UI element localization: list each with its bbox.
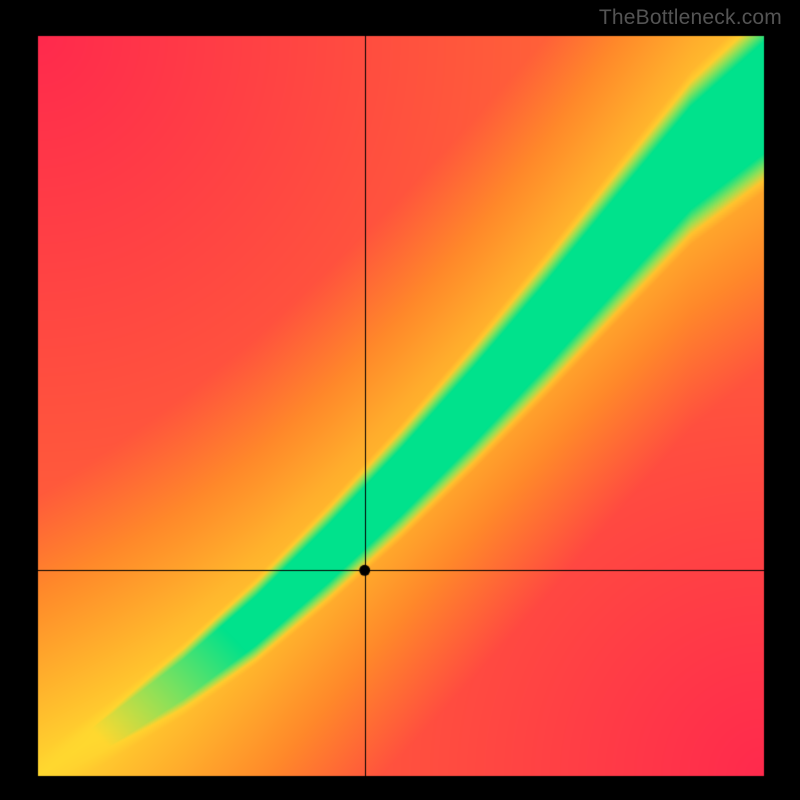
chart-container: TheBottleneck.com [0, 0, 800, 800]
bottleneck-heatmap [0, 0, 800, 800]
attribution-text: TheBottleneck.com [599, 6, 782, 30]
